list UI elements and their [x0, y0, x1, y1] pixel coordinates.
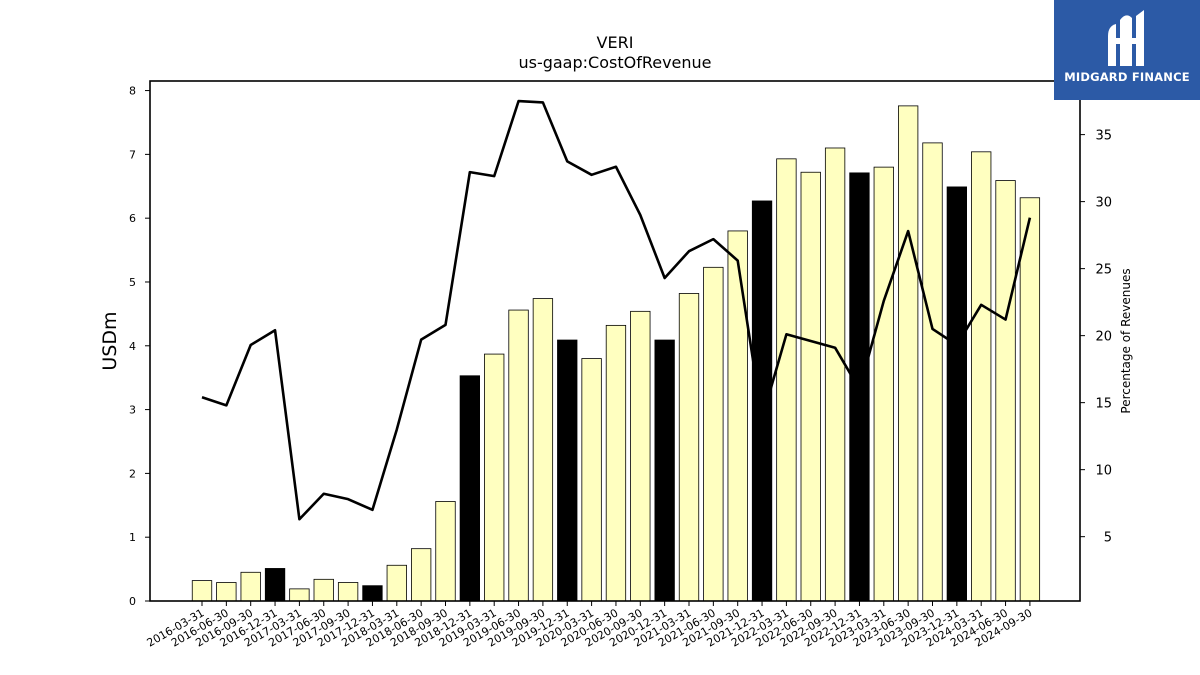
- bar-2019-03-31: [484, 353, 505, 602]
- y-tick-label: 4: [129, 340, 136, 353]
- y2-tick-label: 20: [1095, 330, 1112, 345]
- bar-2022-03-31: [776, 158, 797, 602]
- y-tick-label: 2: [129, 467, 136, 480]
- bar-2020-09-30: [630, 310, 651, 602]
- bar-2023-09-30: [922, 142, 943, 602]
- chart-title: VERI: [597, 33, 634, 52]
- bar-2018-12-31: [459, 375, 481, 602]
- y2-tick-label: 35: [1095, 129, 1112, 144]
- y2-tick-label: 30: [1095, 196, 1112, 211]
- bar-2017-03-31: [289, 588, 310, 602]
- bar-2020-06-30: [605, 324, 627, 602]
- bar-2023-03-31: [873, 166, 894, 602]
- y2-axis-label: Percentage of Revenues: [1119, 268, 1133, 413]
- y-tick-label: 6: [129, 212, 136, 225]
- bar-2017-12-31: [362, 585, 383, 602]
- bar-2021-09-30: [727, 230, 748, 602]
- bar-2022-09-30: [824, 147, 846, 602]
- bar-2018-09-30: [435, 501, 456, 602]
- bar-2016-06-30: [216, 582, 237, 602]
- y2-tick-label: 25: [1095, 263, 1112, 278]
- percentage-line: [201, 99, 1032, 521]
- bar-2024-09-30: [1019, 197, 1041, 602]
- y-tick-label: 0: [129, 595, 136, 608]
- bar-2019-06-30: [508, 309, 529, 602]
- y-tick-label: 5: [129, 276, 136, 289]
- brand-logo: MIDGARD FINANCE: [1054, 0, 1200, 100]
- y2-tick-label: 10: [1095, 464, 1112, 479]
- bar-2024-03-31: [971, 151, 992, 602]
- bar-2017-06-30: [313, 578, 334, 602]
- y2-tick-label: 5: [1104, 531, 1112, 546]
- logo-text: MIDGARD FINANCE: [1064, 70, 1190, 84]
- bar-2021-03-31: [678, 293, 700, 602]
- bar-2021-12-31: [751, 200, 773, 602]
- axes-layer: 01234567851015202530352016-03-312016-06-…: [129, 80, 1112, 650]
- logo-mark-icon: [1108, 10, 1144, 66]
- y-tick-label: 7: [129, 148, 136, 161]
- bar-2019-12-31: [557, 339, 578, 602]
- bar-2022-06-30: [800, 171, 821, 602]
- y-tick-label: 8: [129, 85, 136, 98]
- bar-2016-12-31: [264, 568, 286, 602]
- chart-subtitle: us-gaap:CostOfRevenue: [518, 53, 711, 72]
- y-axis-label: USDm: [99, 311, 121, 370]
- bar-2016-03-31: [191, 580, 213, 602]
- bars-layer: [191, 105, 1041, 602]
- bar-2020-12-31: [654, 339, 675, 602]
- bar-2021-06-30: [703, 266, 724, 602]
- bar-2017-09-30: [337, 582, 359, 602]
- bar-2016-09-30: [240, 571, 261, 602]
- bar-2020-03-31: [581, 358, 602, 602]
- bar-2019-09-30: [532, 298, 554, 602]
- bar-2018-06-30: [410, 548, 432, 602]
- line-layer: [201, 99, 1032, 521]
- bar-2023-06-30: [898, 105, 919, 602]
- y-tick-label: 1: [129, 531, 136, 544]
- y2-tick-label: 15: [1095, 397, 1112, 412]
- y-tick-label: 3: [129, 404, 136, 417]
- bar-2023-12-31: [946, 186, 967, 602]
- bar-2024-06-30: [995, 180, 1016, 602]
- bar-2018-03-31: [386, 564, 407, 602]
- plot-frame: [149, 80, 1081, 602]
